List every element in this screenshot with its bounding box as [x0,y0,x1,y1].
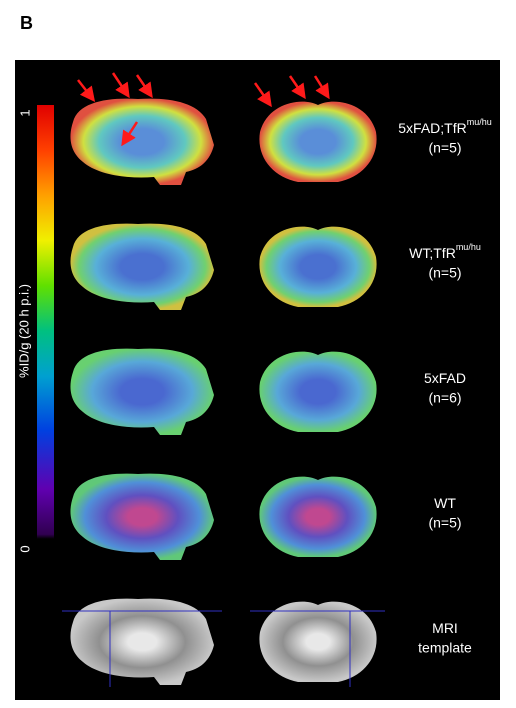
sagittal-slice [70,473,214,560]
colorbar [37,105,54,557]
sagittal-slice [70,348,214,435]
sagittal-slice [70,223,214,310]
row-sublabel: (n=6) [428,390,461,406]
sagittal-slice [70,98,214,185]
row-sublabel: template [418,640,472,656]
colorbar-tick-label: 1 [17,109,32,116]
row-label-text: WT;TfR [409,245,456,261]
coronal-slice [259,476,377,557]
row-sublabel: (n=5) [428,265,461,281]
row-label-text: MRI [432,620,458,636]
row-label: 5xFAD;TfRmu/hu [398,117,491,135]
sagittal-slice [70,598,214,685]
coronal-slice [259,101,377,182]
row-label: WT [434,495,456,511]
coronal-slice [259,226,377,307]
panel-label: B [20,13,33,33]
row-label-text: 5xFAD [424,370,466,386]
row-label-text: WT [434,495,456,511]
row-label-superscript: mu/hu [467,117,492,127]
colorbar-title: %ID/g (20 h p.i.) [16,284,31,378]
row-label: 5xFAD [424,370,466,386]
row-label: MRI [432,620,458,636]
coronal-slice [259,601,377,682]
arrows [77,72,330,147]
coronal-slice [259,351,377,432]
row-label: WT;TfRmu/hu [409,242,481,260]
row-sublabel: (n=5) [428,515,461,531]
row-label-text: 5xFAD;TfR [398,120,466,136]
row-label-superscript: mu/hu [456,242,481,252]
colorbar-tick-label: 0 [17,545,32,552]
row-sublabel: (n=5) [428,140,461,156]
brain-images [62,98,385,687]
